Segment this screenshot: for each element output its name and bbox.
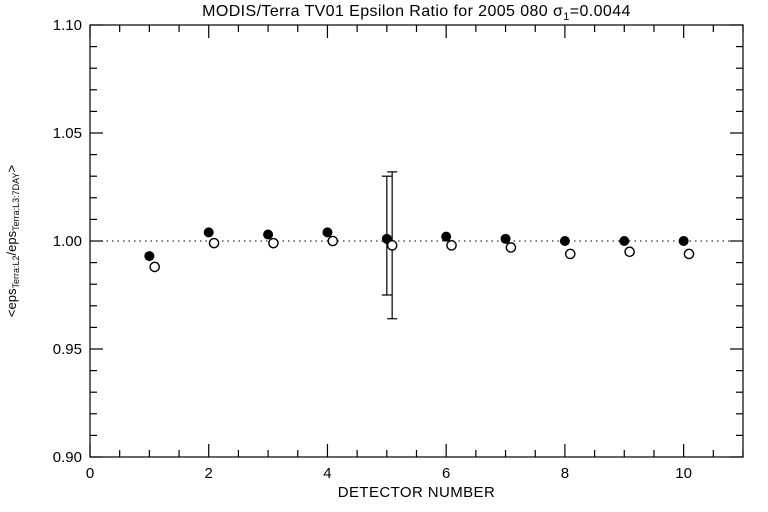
data-point-open [386, 240, 398, 251]
data-point-filled [144, 251, 155, 262]
y-tick-label: 0.90 [53, 449, 82, 466]
data-point-open [268, 237, 279, 249]
y-axis-label: <epsTerra:L2/epsTerra:L3:7DAY> [4, 165, 21, 317]
x-tick-label: 6 [442, 465, 450, 482]
y-tick-label: 1.05 [53, 125, 82, 142]
data-point-filled [441, 231, 452, 242]
data-point-filled [559, 236, 570, 246]
data-point-open [327, 235, 339, 247]
y-tick-label: 0.95 [53, 341, 82, 358]
x-tick-label: 8 [561, 465, 569, 482]
data-point-filled [322, 227, 333, 238]
y-tick-label: 1.10 [53, 17, 82, 34]
data-point-open [683, 248, 695, 260]
x-axis-label: DETECTOR NUMBER [338, 484, 495, 501]
y-tick-label: 1.00 [53, 233, 82, 250]
data-point-filled [263, 229, 274, 240]
data-point-filled [619, 236, 630, 246]
chart-title: MODIS/Terra TV01 Epsilon Ratio for 2005 … [202, 3, 631, 23]
x-tick-label: 2 [205, 465, 213, 482]
data-point-open [624, 246, 635, 258]
data-point-open [446, 240, 457, 251]
data-point-open [208, 237, 220, 249]
data-point-open [149, 261, 161, 273]
data-point-filled [203, 227, 214, 238]
data-point-open [505, 242, 517, 253]
data-point-open [564, 248, 576, 260]
x-tick-label: 0 [86, 465, 94, 482]
data-point-filled [678, 236, 689, 246]
x-tick-label: 4 [323, 465, 331, 482]
plot-border [89, 24, 744, 458]
x-tick-label: 10 [675, 465, 692, 482]
data-point-filled [500, 233, 511, 244]
